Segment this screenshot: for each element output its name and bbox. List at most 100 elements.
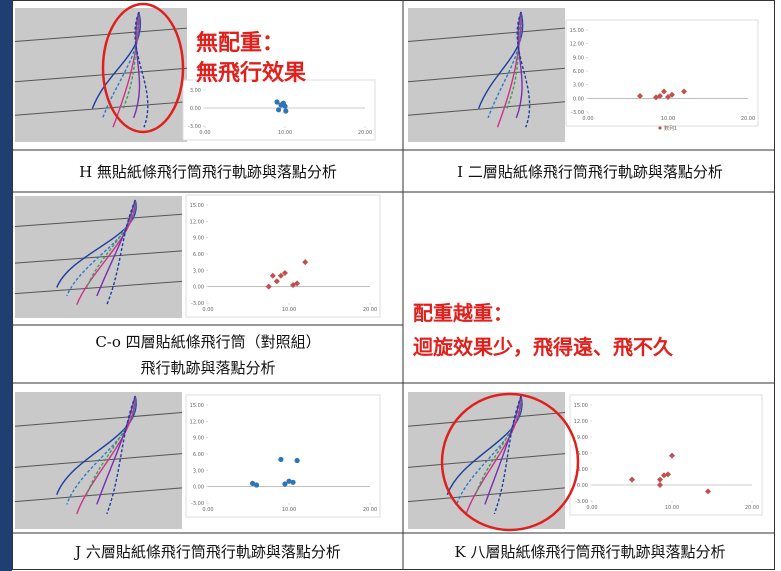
trajectory [112,11,140,128]
point [274,99,280,105]
y-tick-label: 9.00 [573,55,584,61]
y-tick-label: 12.00 [574,419,588,425]
y-tick-label: -3.00 [188,124,201,130]
annotation: 無配重： [196,30,284,56]
y-tick-label: -3.00 [191,301,204,307]
trajectory [456,395,522,505]
point [681,88,687,95]
y-tick-label: 0.00 [573,96,584,102]
annotation: 迴旋效果少，飛得遠、飛不久 [413,335,674,359]
y-tick-label: 6.00 [193,252,204,258]
trajectory [493,395,522,515]
point [277,272,284,279]
point [302,259,309,266]
trajectory [133,11,141,119]
x-tick-label: 0.00 [582,116,593,122]
plot-background [565,19,759,127]
trajectory [106,199,136,305]
point [665,93,671,100]
plot-background [185,394,381,518]
point [286,478,292,484]
x-tick-label: 0.00 [202,507,213,513]
photo-line [14,280,183,295]
plot-background [569,394,763,516]
trajectory [76,199,136,305]
point [276,107,282,113]
y-tick-label: -3.00 [191,501,204,507]
y-tick-label: 3.00 [190,88,201,94]
y-tick-label: 0.00 [193,285,204,291]
x-tick-label: 20.00 [741,116,755,122]
trajectory [66,395,137,505]
y-tick-label: -3.00 [575,499,588,505]
y-tick-label: 0.00 [577,483,588,489]
trajectory [56,395,137,495]
y-tick-label: 12.00 [190,219,204,225]
x-tick-label: 20.00 [745,505,759,511]
trajectory [122,11,140,109]
trajectory [496,11,522,128]
y-tick-label: 9.00 [193,236,204,242]
annotation: 無飛行效果 [196,60,306,86]
photo-line [14,487,183,503]
photo-line [14,27,188,42]
highlight-circle [101,2,185,134]
x-tick-label: 10.00 [661,116,675,122]
point [661,88,667,95]
point [657,93,663,100]
table-border [12,0,775,570]
photo-line [407,27,566,42]
x-tick-label: 20.00 [363,307,377,313]
point [669,452,675,459]
y-tick-label: 9.00 [577,435,588,441]
y-tick-label: -3.00 [571,110,584,116]
point [254,482,260,488]
point [657,476,663,483]
point [281,270,288,277]
photo-line [407,487,566,503]
trajectory [465,395,522,515]
point [294,280,301,287]
x-tick-label: 10.00 [278,130,292,136]
y-tick-label: 15.00 [190,403,204,409]
x-tick-label: 10.00 [282,507,296,513]
y-tick-label: 15.00 [570,28,584,34]
trajectory [91,11,142,109]
x-tick-label: 0.00 [202,307,213,313]
y-tick-label: 6.00 [193,452,204,458]
photo-line [407,67,566,83]
x-tick-label: 20.00 [363,507,377,513]
y-tick-label: 3.00 [193,468,204,474]
caption: C-o 四層貼紙條飛行筒（對照組） [95,333,320,351]
point [273,278,280,285]
point [249,480,256,486]
point [280,100,286,106]
point [269,272,276,279]
trajectory [484,395,522,505]
y-tick-label: 12.00 [190,419,204,425]
photo-line [14,101,188,116]
trajectory [96,395,136,505]
point [283,108,289,114]
trajectory [446,395,523,495]
y-tick-label: 3.00 [193,268,204,274]
trajectory [76,395,136,515]
point [278,456,284,463]
point [265,283,272,290]
y-tick-label: 0.00 [193,485,204,491]
photo-line [14,412,183,427]
x-tick-label: 20.00 [358,130,372,136]
trajectory [474,395,522,495]
point [657,482,663,488]
point [290,479,296,485]
y-tick-label: 9.00 [193,436,204,442]
caption: 飛行軌跡與落點分析 [140,359,275,377]
trajectory [506,11,522,109]
caption: H 無貼紙條飛行筒飛行軌跡與落點分析 [79,163,337,181]
x-tick-label: 0.00 [586,505,597,511]
photo-line [407,101,566,116]
point [282,481,288,487]
y-tick-label: 12.00 [570,42,584,48]
point [705,488,711,495]
x-tick-label: 0.00 [199,130,210,136]
